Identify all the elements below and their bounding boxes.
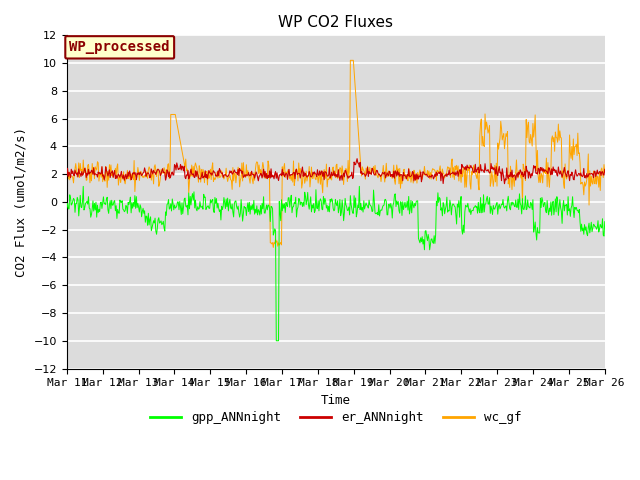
Text: WP_processed: WP_processed [70, 40, 170, 54]
er_ANNnight [601, 167, 609, 172]
wc_gf [269, 245, 277, 251]
er_ANNnight [417, 179, 425, 185]
er_ANNnight [402, 174, 410, 180]
X-axis label: Time: Time [321, 394, 351, 407]
wc_gf [63, 171, 70, 177]
gpp_ANNnight [184, 203, 191, 208]
er_ANNnight [73, 171, 81, 177]
Line: gpp_ANNnight: gpp_ANNnight [67, 186, 605, 341]
gpp_ANNnight [212, 201, 220, 206]
gpp_ANNnight [403, 204, 410, 209]
er_ANNnight [128, 175, 136, 180]
gpp_ANNnight [129, 205, 136, 211]
gpp_ANNnight [601, 219, 609, 225]
gpp_ANNnight [73, 201, 81, 206]
Legend: gpp_ANNnight, er_ANNnight, wc_gf: gpp_ANNnight, er_ANNnight, wc_gf [145, 406, 526, 429]
gpp_ANNnight [79, 183, 87, 189]
Title: WP CO2 Fluxes: WP CO2 Fluxes [278, 15, 393, 30]
Y-axis label: CO2 Flux (umol/m2/s): CO2 Flux (umol/m2/s) [15, 127, 28, 277]
er_ANNnight [182, 172, 190, 178]
er_ANNnight [353, 156, 361, 162]
wc_gf [403, 172, 410, 178]
wc_gf [419, 177, 426, 182]
er_ANNnight [211, 170, 219, 176]
gpp_ANNnight [419, 234, 426, 240]
er_ANNnight [500, 181, 508, 187]
Line: wc_gf: wc_gf [67, 60, 605, 248]
wc_gf [128, 175, 136, 181]
Line: er_ANNnight: er_ANNnight [67, 159, 605, 184]
wc_gf [346, 58, 354, 63]
wc_gf [211, 177, 219, 182]
wc_gf [601, 170, 609, 176]
gpp_ANNnight [273, 338, 280, 344]
er_ANNnight [63, 173, 70, 179]
wc_gf [182, 168, 190, 174]
gpp_ANNnight [63, 204, 70, 210]
wc_gf [73, 168, 81, 174]
